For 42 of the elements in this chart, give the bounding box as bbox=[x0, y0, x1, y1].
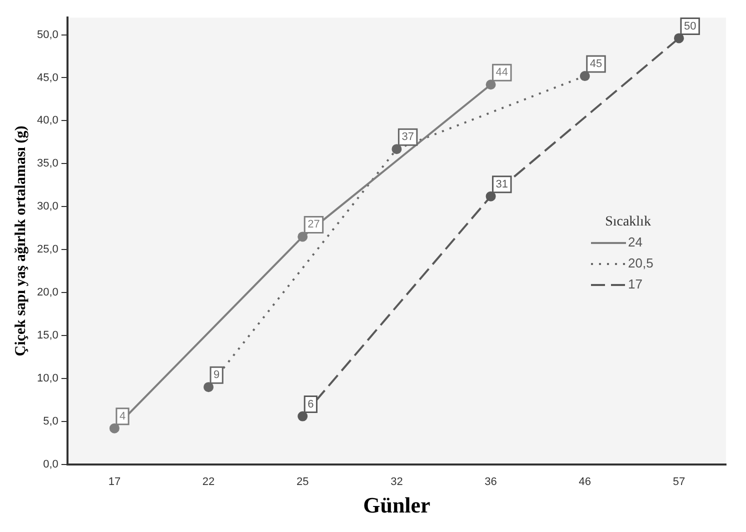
x-tick-label: 25 bbox=[296, 476, 309, 488]
data-label: 37 bbox=[402, 131, 414, 144]
x-tick-label: 46 bbox=[578, 476, 591, 488]
point bbox=[109, 423, 120, 434]
y-tick-label: 10,0 bbox=[36, 372, 58, 385]
legend-label: 24 bbox=[628, 234, 642, 250]
x-axis-title: Günler bbox=[363, 492, 431, 518]
point bbox=[392, 144, 402, 154]
y-tick-label: 15,0 bbox=[36, 330, 58, 342]
y-tick-label: 30,0 bbox=[36, 200, 58, 213]
point bbox=[298, 411, 308, 422]
legend-title: Sıcaklık bbox=[605, 214, 651, 230]
y-tick-label: 35,0 bbox=[36, 158, 58, 170]
point bbox=[486, 80, 496, 90]
data-label: 9 bbox=[214, 369, 220, 382]
data-label: 4 bbox=[119, 410, 126, 422]
y-tick-label: 20,0 bbox=[36, 286, 58, 299]
point bbox=[486, 191, 496, 202]
data-label: 27 bbox=[308, 218, 320, 231]
x-tick-label: 22 bbox=[202, 476, 215, 488]
data-label: 44 bbox=[496, 66, 508, 79]
y-tick-label: 25,0 bbox=[36, 244, 58, 256]
y-tick-label: 5,0 bbox=[43, 415, 58, 428]
point bbox=[298, 232, 308, 242]
point bbox=[580, 71, 590, 82]
data-label: 50 bbox=[684, 20, 696, 32]
data-label: 31 bbox=[496, 178, 508, 190]
y-tick-label: 40,0 bbox=[36, 114, 58, 127]
data-label: 45 bbox=[590, 58, 602, 70]
legend-label: 20,5 bbox=[628, 256, 654, 271]
y-tick-label: 50,0 bbox=[36, 28, 58, 41]
legend-label: 17 bbox=[628, 276, 642, 292]
data-label: 6 bbox=[308, 398, 314, 410]
x-tick-label: 32 bbox=[390, 476, 403, 488]
y-axis-title: Çiçek sapı yaş ağırlık ortalaması (g) bbox=[12, 126, 29, 356]
x-tick-label: 17 bbox=[108, 476, 121, 488]
point bbox=[674, 33, 684, 44]
point bbox=[204, 382, 214, 392]
x-tick-label: 57 bbox=[672, 476, 686, 488]
y-tick-label: 45,0 bbox=[36, 72, 58, 84]
y-tick-label: 0,0 bbox=[43, 458, 58, 470]
x-tick-label: 36 bbox=[484, 476, 497, 488]
